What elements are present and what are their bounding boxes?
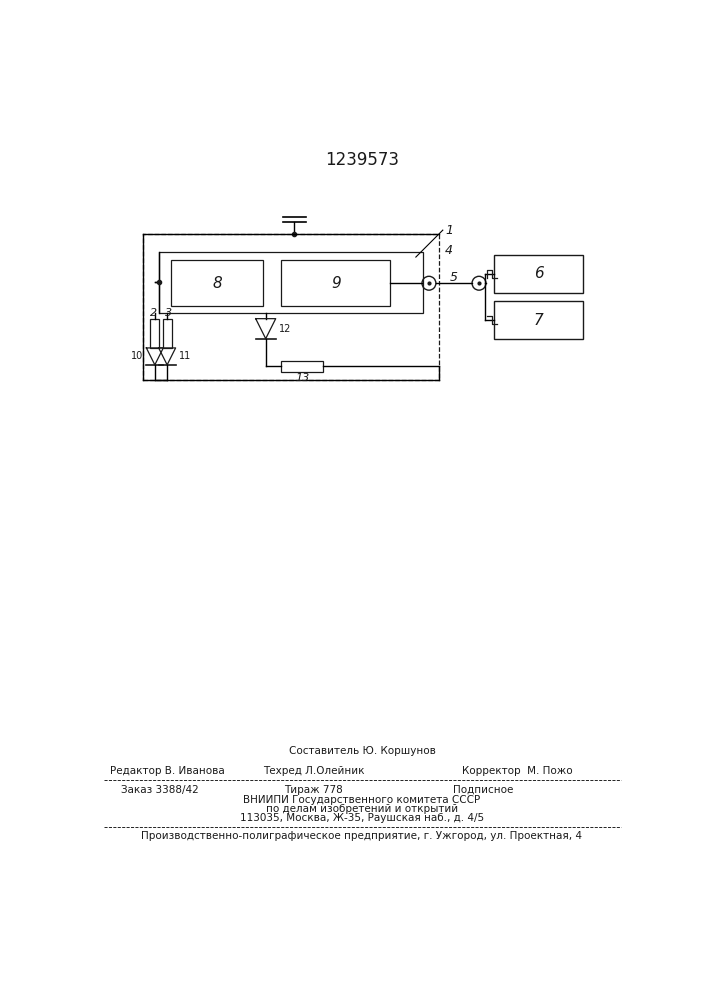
Bar <box>171 260 264 306</box>
Bar <box>143 234 439 380</box>
Text: 6: 6 <box>534 266 544 282</box>
Bar <box>163 319 172 348</box>
Text: Составитель Ю. Коршунов: Составитель Ю. Коршунов <box>288 746 436 756</box>
Text: 7: 7 <box>534 313 544 328</box>
Text: 13: 13 <box>295 373 310 383</box>
Text: 10: 10 <box>131 351 144 361</box>
Text: 9: 9 <box>331 276 341 291</box>
Bar <box>150 319 160 348</box>
Text: 4: 4 <box>445 244 453 257</box>
Text: 1239573: 1239573 <box>325 151 399 169</box>
Text: Техред Л.Олейник: Техред Л.Олейник <box>263 766 364 776</box>
Text: 11: 11 <box>179 351 191 361</box>
Text: 8: 8 <box>212 276 222 291</box>
Bar <box>281 361 324 372</box>
Bar <box>494 255 583 293</box>
Bar <box>160 252 423 312</box>
Text: 113035, Москва, Ж-35, Раушская наб., д. 4/5: 113035, Москва, Ж-35, Раушская наб., д. … <box>240 813 484 823</box>
Bar <box>494 301 583 339</box>
Text: Производственно-полиграфическое предприятие, г. Ужгород, ул. Проектная, 4: Производственно-полиграфическое предприя… <box>141 831 583 841</box>
Bar <box>281 260 390 306</box>
Text: по делам изобретений и открытий: по делам изобретений и открытий <box>266 804 458 814</box>
Text: 1: 1 <box>445 224 453 237</box>
Text: Редактор В. Иванова: Редактор В. Иванова <box>110 766 225 776</box>
Text: Тираж 778: Тираж 778 <box>284 785 343 795</box>
Text: 5: 5 <box>450 271 457 284</box>
Text: Заказ 3388/42: Заказ 3388/42 <box>121 785 199 795</box>
Text: 12: 12 <box>279 324 291 334</box>
Text: Подписное: Подписное <box>452 785 513 795</box>
Text: ВНИИПИ Государственного комитета СССР: ВНИИПИ Государственного комитета СССР <box>243 795 481 805</box>
Text: 2: 2 <box>150 308 157 318</box>
Text: 3: 3 <box>165 308 173 318</box>
Text: Корректор  М. Пожо: Корректор М. Пожо <box>462 766 573 776</box>
